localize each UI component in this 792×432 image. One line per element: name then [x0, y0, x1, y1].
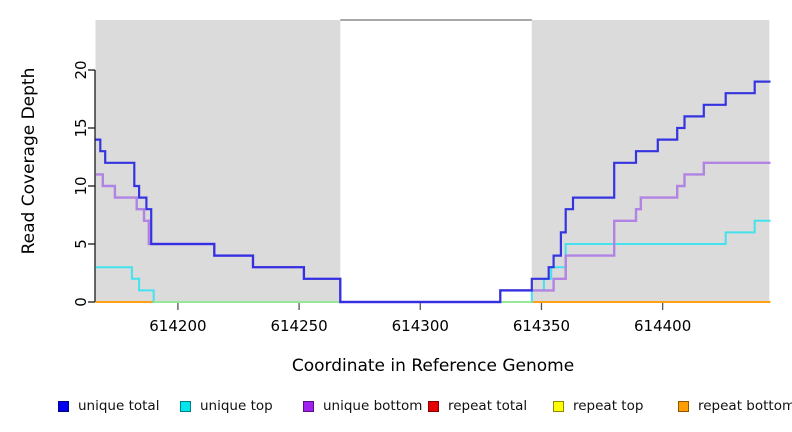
- shaded-panels: [95, 19, 770, 302]
- x-tick-label: 614250: [270, 317, 327, 335]
- legend-swatch: [303, 400, 314, 412]
- legend-item-unique-bottom: unique bottom: [303, 398, 423, 414]
- series-lines: [95, 80, 771, 304]
- coverage-chart: 0 5 10 15 20 614200 614250 614300 614350 614400 C…: [19, 19, 771, 376]
- y-axis-title: Read Coverage Depth: [19, 68, 39, 255]
- shaded-panel: [95, 20, 341, 302]
- legend-swatch: [428, 400, 439, 412]
- legend-item-repeat-bottom: repeat bottom: [678, 398, 792, 414]
- shaded-panel: [531, 20, 770, 302]
- y-tick-label: 20: [72, 60, 90, 79]
- legend-label: repeat bottom: [698, 398, 792, 414]
- y-tick-label: 15: [72, 118, 90, 137]
- y-tick-label: 0: [72, 297, 90, 307]
- y-tick-label: 5: [72, 239, 90, 249]
- legend-item-repeat-total: repeat total: [428, 398, 528, 414]
- x-tick-label: 614200: [149, 317, 206, 335]
- series-unique-top: [95, 219, 771, 303]
- x-tick-label: 614400: [634, 317, 691, 335]
- x-axis-title: Coordinate in Reference Genome: [292, 356, 574, 376]
- legend-label: repeat top: [573, 398, 644, 414]
- legend-item-repeat-top: repeat top: [553, 398, 644, 414]
- legend-swatch: [678, 400, 689, 412]
- y-tick-label: 10: [72, 176, 90, 195]
- legend-label: repeat total: [448, 398, 528, 414]
- legend-label: unique bottom: [323, 398, 423, 414]
- legend-swatch: [58, 400, 69, 412]
- series-unique-total: [95, 80, 771, 304]
- legend-label: unique total: [78, 398, 160, 414]
- x-tick-label: 614350: [513, 317, 570, 335]
- legend-swatch: [553, 400, 564, 412]
- legend-item-unique-top: unique top: [180, 398, 273, 414]
- legend-item-unique-total: unique total: [58, 398, 160, 414]
- x-tick-label: 614300: [392, 317, 449, 335]
- legend-label: unique top: [200, 398, 273, 414]
- axes: 0 5 10 15 20 614200 614250 614300 614350 614400: [72, 60, 691, 335]
- legend-swatch: [180, 400, 191, 412]
